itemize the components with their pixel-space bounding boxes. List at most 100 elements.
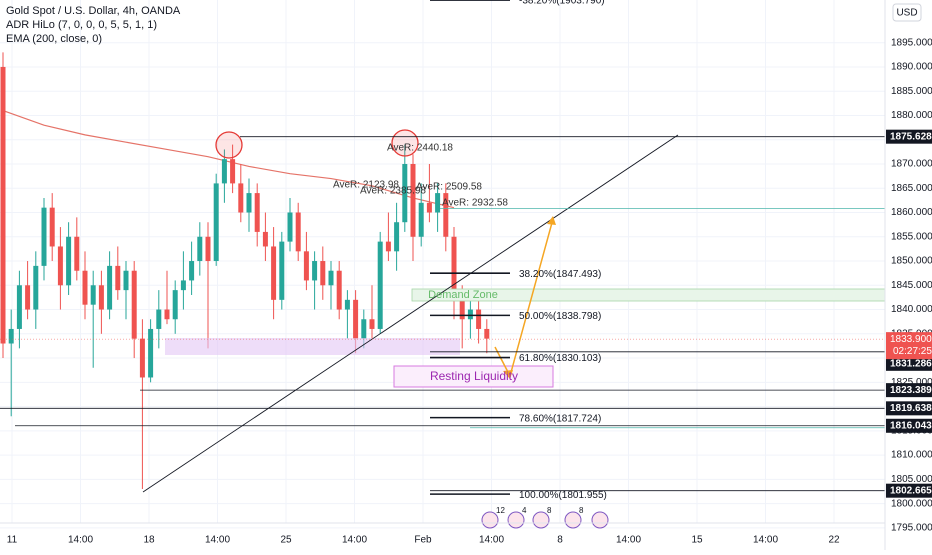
aver-label: AveR: 2440.18 (387, 143, 453, 154)
level-label: 1823.389 (890, 385, 932, 396)
candle-body (131, 270, 137, 339)
candle-body (164, 309, 170, 320)
fib-label: 38.20%(1847.493) (519, 269, 601, 280)
x-tick-label: 22 (828, 535, 840, 546)
indicator-label: EMA (200, close, 0) (6, 33, 102, 45)
level-tag (886, 418, 932, 433)
candle-body (57, 246, 63, 286)
candle-body (484, 328, 490, 339)
candle-body (8, 328, 14, 344)
candle-body (262, 231, 268, 247)
event-icon[interactable] (507, 511, 525, 529)
y-tick-label: 1885.000 (891, 86, 932, 97)
fib-label: 50.00%(1838.798) (519, 311, 601, 322)
level-label: 1816.043 (890, 420, 932, 431)
candle-body (459, 299, 465, 320)
fib-label: -38.20%(1903.790) (519, 0, 605, 7)
price-axis (885, 0, 932, 550)
candle-body (426, 202, 432, 213)
fib-label: 61.80%(1830.103) (519, 353, 601, 364)
x-tick-label: 14:00 (616, 535, 641, 546)
candle-body (41, 207, 47, 266)
candle-body (467, 309, 473, 320)
level-tag (886, 129, 932, 144)
candle-body (49, 207, 55, 247)
candle-body (418, 202, 424, 237)
event-count: 4 (522, 506, 527, 515)
currency-button[interactable] (892, 3, 922, 22)
level-label: 1875.628 (890, 131, 932, 142)
y-tick-label: 1895.000 (891, 37, 932, 48)
candle-body (476, 309, 482, 329)
fib-label: 100.00%(1801.955) (519, 490, 607, 501)
event-icon[interactable] (481, 511, 499, 529)
resting-liquidity-box (393, 365, 554, 388)
event-icon[interactable] (591, 511, 609, 529)
currency[interactable]: USD (896, 8, 917, 19)
candle-body (312, 261, 318, 281)
candle-body (0, 66, 6, 344)
event-count: 8 (547, 506, 552, 515)
y-tick-label: 1805.000 (891, 474, 932, 485)
candle-body (172, 290, 178, 320)
arrow-head (547, 216, 556, 225)
trendline (142, 134, 679, 493)
y-tick-label: 1825.000 (891, 377, 932, 388)
level-tag (886, 383, 932, 398)
candle-body (156, 309, 162, 329)
candle-body (385, 241, 391, 252)
indicator-label: ADR HiLo (7, 0, 0, 0, 5, 5, 1, 1) (6, 19, 157, 31)
x-tick-label: 14:00 (68, 535, 93, 546)
ema-line (2, 110, 455, 209)
candle-body (410, 163, 416, 237)
candle-body (303, 251, 309, 281)
candle-body (139, 338, 145, 378)
candle-body (353, 299, 359, 339)
candle-body (369, 319, 375, 329)
candle-body (402, 163, 408, 223)
candle-body (246, 193, 252, 213)
candle-body (90, 285, 96, 305)
y-tick-label: 1810.000 (891, 450, 932, 461)
x-tick-label: 25 (280, 535, 292, 546)
candle-body (25, 285, 31, 310)
aver-label: AveR: 2123.98 (333, 180, 399, 191)
countdown: 02:27:25 (893, 346, 932, 357)
x-tick-label: 11 (7, 535, 18, 546)
x-tick-label: 14:00 (205, 535, 230, 546)
fib-label: 78.60%(1817.724) (519, 413, 601, 424)
event-icon[interactable] (532, 511, 550, 529)
y-tick-label: 1850.000 (891, 256, 932, 267)
y-tick-label: 1865.000 (891, 183, 932, 194)
candle-body (107, 265, 113, 310)
candle-body (98, 285, 104, 310)
y-tick-label: 1800.000 (891, 498, 932, 509)
candle-body (221, 159, 227, 184)
y-tick-label: 1845.000 (891, 280, 932, 291)
candle-body (180, 280, 186, 291)
candle-body (74, 236, 80, 271)
x-tick-label: 14:00 (479, 535, 504, 546)
candle-body (279, 241, 285, 300)
candle-body (148, 328, 154, 378)
x-tick-label: 8 (557, 535, 563, 546)
x-tick-label: 18 (143, 535, 155, 546)
candle-body (16, 285, 22, 329)
candle-body (254, 193, 260, 232)
level-label: 1819.638 (890, 403, 932, 414)
level-tag (886, 483, 932, 498)
aver-label: AveR: 2385.98 (360, 186, 426, 197)
zone-label: Resting Liquidity (430, 369, 518, 383)
candle-body (451, 236, 457, 300)
event-count: 12 (496, 506, 505, 515)
high-marker (215, 131, 243, 159)
candle-body (344, 299, 350, 310)
aver-label: AveR: 2932.58 (442, 198, 508, 209)
event-icon[interactable] (564, 511, 582, 529)
x-tick-label: 14:00 (753, 535, 778, 546)
candle-body (328, 270, 334, 286)
candle-body (66, 236, 72, 286)
event-count: 8 (579, 506, 584, 515)
candle-body (230, 159, 236, 184)
